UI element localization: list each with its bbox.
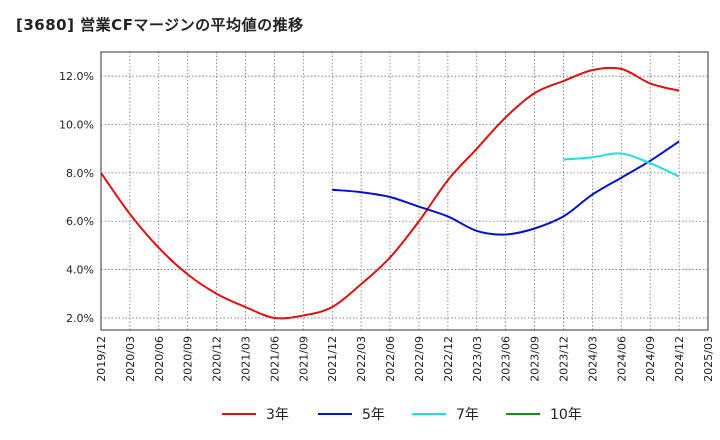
x-tick-label: 2024/12 xyxy=(673,336,686,382)
legend-item: 10年 xyxy=(506,402,582,426)
legend-swatch xyxy=(222,413,256,415)
legend-label: 5年 xyxy=(362,407,385,423)
x-tick-label: 2022/03 xyxy=(355,336,368,382)
legend-item: 3年 xyxy=(222,402,289,426)
x-tick-label: 2021/03 xyxy=(240,336,253,382)
x-tick-label: 2025/03 xyxy=(702,336,715,382)
legend-label: 10年 xyxy=(550,407,582,423)
legend-swatch xyxy=(318,413,352,415)
x-tick-label: 2021/06 xyxy=(268,336,281,382)
plot-area xyxy=(101,52,708,330)
y-tick-label: 2.0% xyxy=(66,312,94,325)
x-tick-label: 2022/09 xyxy=(413,336,426,382)
x-tick-label: 2023/03 xyxy=(471,336,484,382)
x-tick-label: 2020/12 xyxy=(211,336,224,382)
series-line-1 xyxy=(100,66,680,320)
x-tick-label: 2020/03 xyxy=(124,336,137,382)
series-line-2 xyxy=(332,140,680,236)
x-tick-label: 2021/12 xyxy=(326,336,339,382)
x-tick-label: 2022/12 xyxy=(442,336,455,382)
legend-item: 5年 xyxy=(318,402,385,426)
legend-swatch xyxy=(412,413,446,415)
x-tick-label: 2022/06 xyxy=(384,336,397,382)
x-tick-label: 2019/12 xyxy=(95,336,108,382)
chart-title: [3680] 営業CFマージンの平均値の推移 xyxy=(16,16,304,34)
series-line-3 xyxy=(563,152,680,178)
x-tick-label: 2024/03 xyxy=(586,336,599,382)
y-tick-label: 8.0% xyxy=(66,167,94,180)
legend-label: 7年 xyxy=(456,407,479,423)
x-tick-label: 2021/09 xyxy=(297,336,310,382)
x-tick-label: 2023/06 xyxy=(500,336,513,382)
legend-swatch xyxy=(506,413,540,415)
legend-label: 3年 xyxy=(266,407,289,423)
x-tick-label: 2020/09 xyxy=(182,336,195,382)
x-tick-label: 2023/09 xyxy=(529,336,542,382)
x-tick-label: 2023/12 xyxy=(557,336,570,382)
y-tick-label: 12.0% xyxy=(59,70,94,83)
x-tick-label: 2020/06 xyxy=(153,336,166,382)
y-tick-label: 4.0% xyxy=(66,264,94,277)
y-tick-label: 10.0% xyxy=(59,119,94,132)
line-chart: 2.0% 4.0% 6.0% 8.0% 10.0% 12.0% 2019/12 2020/03… xyxy=(59,51,715,382)
legend-item: 7年 xyxy=(412,402,479,426)
plot-frame xyxy=(100,51,709,331)
chart-legend: 3年 5年 7年 10年 xyxy=(0,402,720,426)
y-tick-label: 6.0% xyxy=(66,215,94,228)
x-tick-label: 2024/06 xyxy=(615,336,628,382)
x-tick-label: 2024/09 xyxy=(644,336,657,382)
